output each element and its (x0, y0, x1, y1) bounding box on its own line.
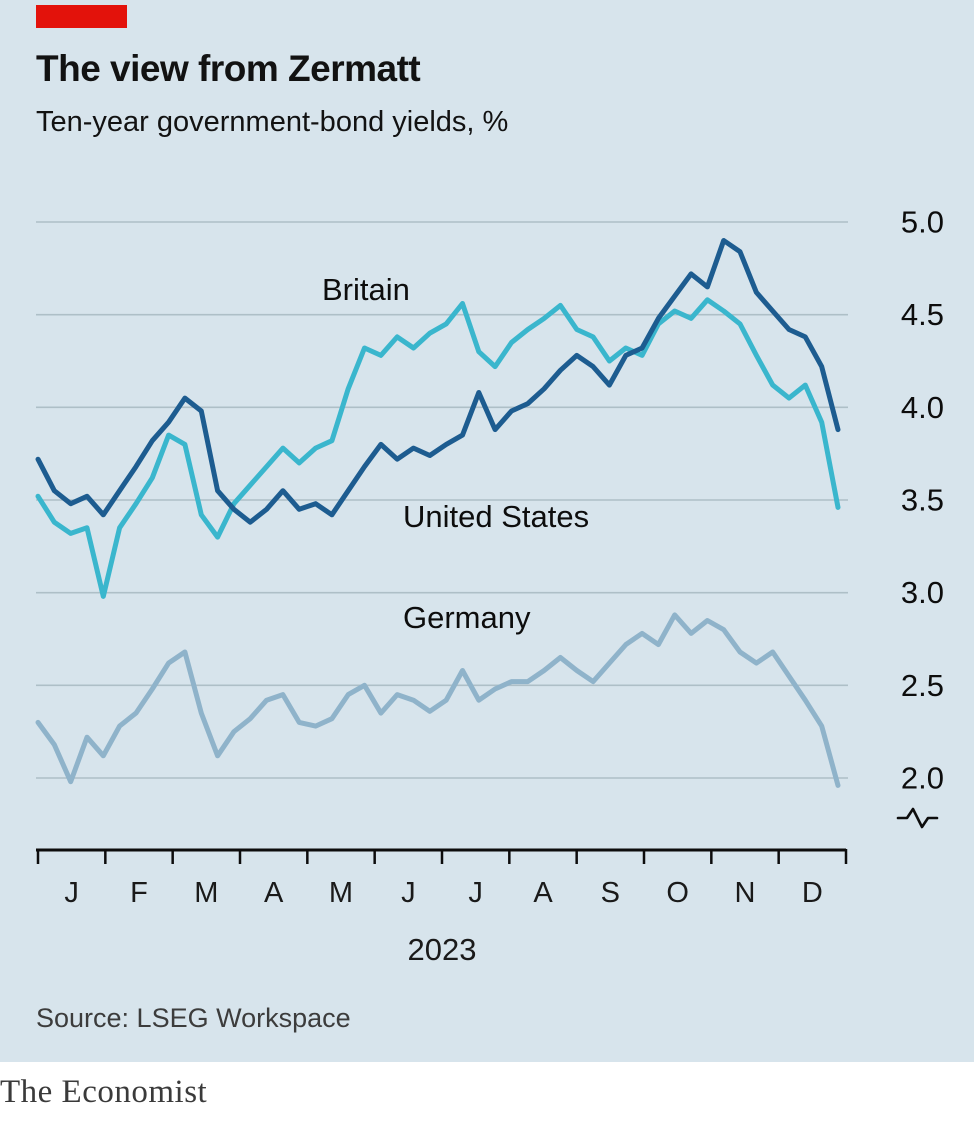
y-axis-tick-label: 4.0 (901, 390, 944, 425)
y-axis-tick-label: 2.0 (901, 761, 944, 796)
x-axis-tick-label: J (401, 877, 416, 909)
series-label-britain: Britain (322, 272, 410, 307)
series-line-united-states (35, 238, 841, 525)
y-axis-tick-label: 3.5 (901, 483, 944, 518)
series-label-united-states: United States (403, 499, 590, 534)
economist-wordmark: The Economist (0, 1074, 208, 1110)
x-axis-tick-label: N (735, 877, 756, 909)
x-axis-tick-label: J (468, 877, 483, 909)
x-axis-tick-label: J (64, 877, 79, 909)
x-axis-tick-label: S (601, 877, 620, 909)
x-axis-tick-label: M (194, 877, 218, 909)
x-axis-tick-label: O (666, 877, 689, 909)
x-axis-tick-label: M (329, 877, 353, 909)
axis-break-icon (896, 807, 939, 829)
y-axis-tick-label: 5.0 (901, 205, 944, 240)
x-axis-tick-label: F (130, 877, 148, 909)
chart-card: The view from Zermatt Ten-year governmen… (0, 0, 974, 1062)
y-axis-tick-label: 2.5 (901, 668, 944, 703)
series-line-britain (35, 297, 841, 599)
x-axis-tick-label: D (802, 877, 823, 909)
x-axis-tick-label: A (264, 877, 284, 909)
x-axis-year-label: 2023 (407, 932, 477, 967)
y-axis-tick-label: 4.5 (901, 297, 944, 332)
x-axis-tick-label: A (533, 877, 553, 909)
series-line-germany (35, 612, 841, 788)
series-label-germany: Germany (403, 600, 531, 635)
page-subtitle: Ten-year government-bond yields, % (36, 106, 509, 138)
page-title: The view from Zermatt (36, 48, 421, 89)
y-axis-tick-label: 3.0 (901, 575, 944, 610)
source-note: Source: LSEG Workspace (36, 1003, 351, 1033)
economist-red-accent-bar (36, 5, 127, 28)
